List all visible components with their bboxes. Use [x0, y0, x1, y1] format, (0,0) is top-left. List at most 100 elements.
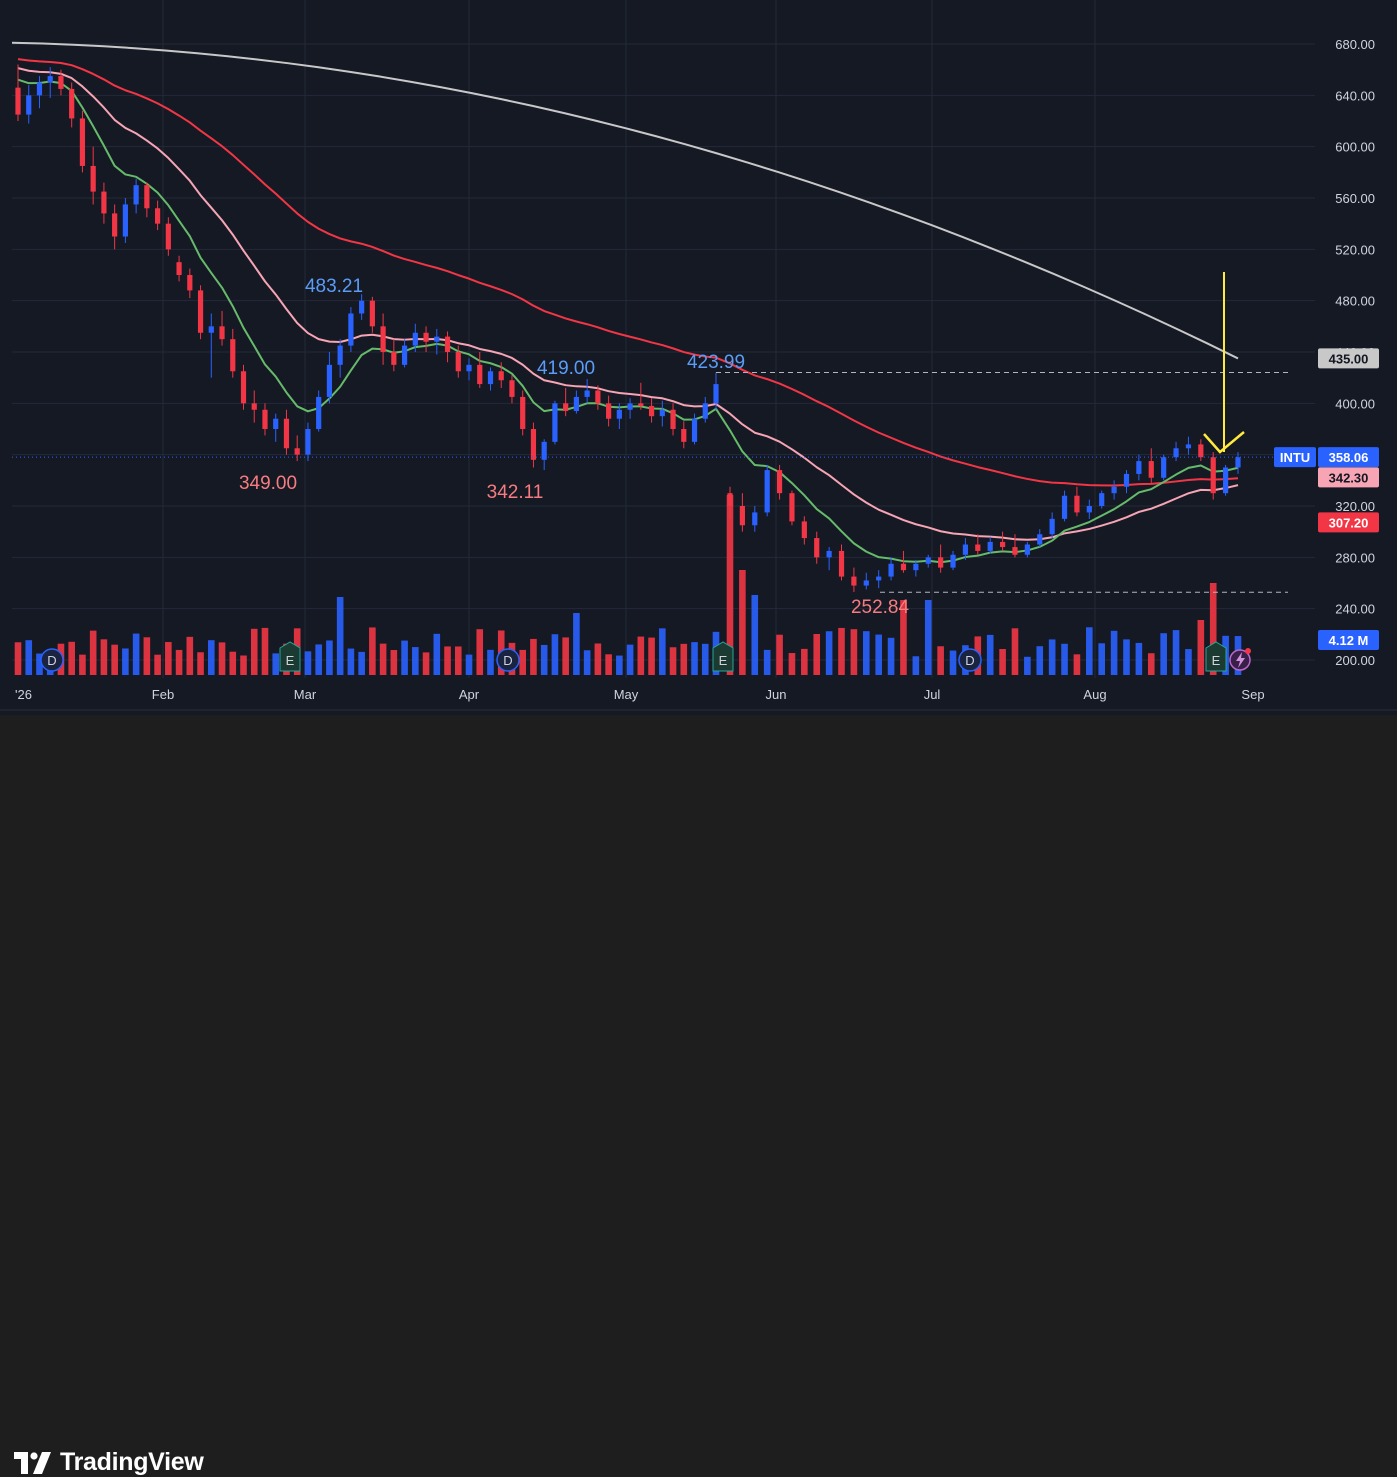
y-tick-label: 680.00	[1335, 37, 1375, 52]
volume-bar	[487, 649, 494, 675]
volume-bar	[1209, 583, 1217, 675]
volume-bar	[229, 651, 237, 675]
candle-body	[434, 336, 440, 342]
price-badge-value: 435.00	[1329, 351, 1369, 366]
volume-bar	[739, 570, 746, 675]
volume-bar	[369, 627, 376, 675]
candle-body	[789, 493, 795, 522]
volume-bar	[1123, 639, 1130, 675]
candle-body	[900, 563, 907, 571]
price-annotation: 423.99	[687, 352, 745, 373]
event-marker-label: E	[286, 653, 295, 668]
volume-bar	[444, 646, 451, 675]
volume-bar	[801, 648, 808, 675]
candle-body	[326, 364, 333, 397]
x-tick-label: Jul	[924, 687, 941, 702]
candle-body	[691, 418, 698, 442]
candle-body	[90, 165, 96, 192]
price-chart[interactable]: 680.00640.00600.00560.00520.00480.00440.…	[0, 0, 1397, 715]
volume-bar	[726, 495, 734, 675]
volume-bar	[659, 628, 666, 675]
x-tick-label: Mar	[294, 687, 317, 702]
candle-body	[305, 429, 311, 455]
candle-body	[851, 576, 857, 586]
candle-body	[1024, 544, 1030, 555]
tradingview-logo-icon	[14, 1451, 51, 1474]
lightning-icon	[1236, 652, 1245, 668]
candle-body	[1123, 473, 1130, 487]
volume-bar	[776, 634, 783, 675]
x-tick-label: Feb	[152, 687, 174, 702]
volume-bar	[626, 644, 634, 675]
dividend-badge	[958, 648, 982, 672]
candle-body	[1173, 448, 1179, 458]
volume-badge-value: 4.12 M	[1329, 633, 1369, 648]
candle-body	[1136, 461, 1142, 474]
candle-body	[1049, 518, 1055, 535]
candle-body	[197, 290, 204, 333]
chart-area[interactable]: 680.00640.00600.00560.00520.00480.00440.…	[0, 0, 1397, 715]
candle-body	[1099, 493, 1105, 507]
candle-body	[455, 352, 461, 372]
candle-body	[176, 262, 182, 276]
volume-bar	[751, 595, 759, 675]
candle-body	[369, 300, 375, 327]
candle-body	[122, 204, 128, 237]
candle-body	[294, 448, 300, 455]
y-tick-label: 560.00	[1335, 191, 1375, 206]
earnings-marker: E	[712, 641, 734, 672]
candle-body	[530, 429, 537, 460]
candle-body	[273, 418, 279, 430]
candle-body	[702, 403, 708, 419]
volume-bar	[401, 640, 408, 675]
candle-body	[752, 512, 758, 526]
candle-body	[913, 563, 919, 571]
candle-body	[1037, 534, 1043, 545]
candle-body	[573, 396, 579, 412]
volume-bar	[250, 628, 258, 675]
earnings-badge	[712, 641, 734, 672]
candle-body	[165, 223, 171, 250]
candle-body	[58, 76, 64, 89]
volume-bar	[154, 654, 161, 675]
volume-bar	[999, 648, 1006, 675]
candle-body	[487, 371, 494, 385]
candle-body	[101, 191, 107, 214]
candle-body	[925, 557, 931, 564]
tradingview-logo[interactable]: TradingView	[14, 1448, 204, 1477]
candle-body	[1223, 467, 1229, 494]
candle-body	[616, 409, 622, 419]
price-badge-value: 307.20	[1329, 515, 1369, 530]
candle-body	[713, 384, 719, 404]
volume-bar	[132, 633, 140, 675]
symbol-badge-label: INTU	[1280, 450, 1310, 465]
x-tick-label: Sep	[1241, 687, 1264, 702]
candle-body	[187, 275, 193, 291]
volume-bar	[937, 646, 944, 675]
event-marker-label: D	[965, 653, 974, 668]
earnings-marker: E	[1205, 641, 1227, 672]
volume-bar	[186, 636, 194, 675]
volume-bar	[347, 648, 355, 675]
volume-bar	[838, 627, 845, 675]
volume-bar	[36, 653, 43, 675]
event-marker-label: E	[1212, 653, 1221, 668]
y-tick-label: 240.00	[1335, 602, 1375, 617]
price-badge	[1318, 512, 1379, 533]
x-tick-label: Jun	[766, 687, 787, 702]
volume-bar	[887, 637, 895, 675]
candle-body	[1235, 457, 1241, 468]
volume-bar	[100, 639, 108, 675]
candle-body	[47, 76, 53, 83]
volume-bar	[111, 644, 118, 675]
volume-bar	[530, 638, 537, 675]
volume-bar	[197, 652, 204, 675]
candle-body	[423, 332, 429, 342]
event-marker-label: E	[719, 653, 728, 668]
candle-body	[144, 185, 150, 209]
volume-bar	[949, 650, 957, 675]
candle-body	[595, 390, 601, 404]
y-tick-label: 520.00	[1335, 242, 1375, 257]
candle-body	[262, 409, 268, 430]
candle-body	[1074, 495, 1080, 513]
